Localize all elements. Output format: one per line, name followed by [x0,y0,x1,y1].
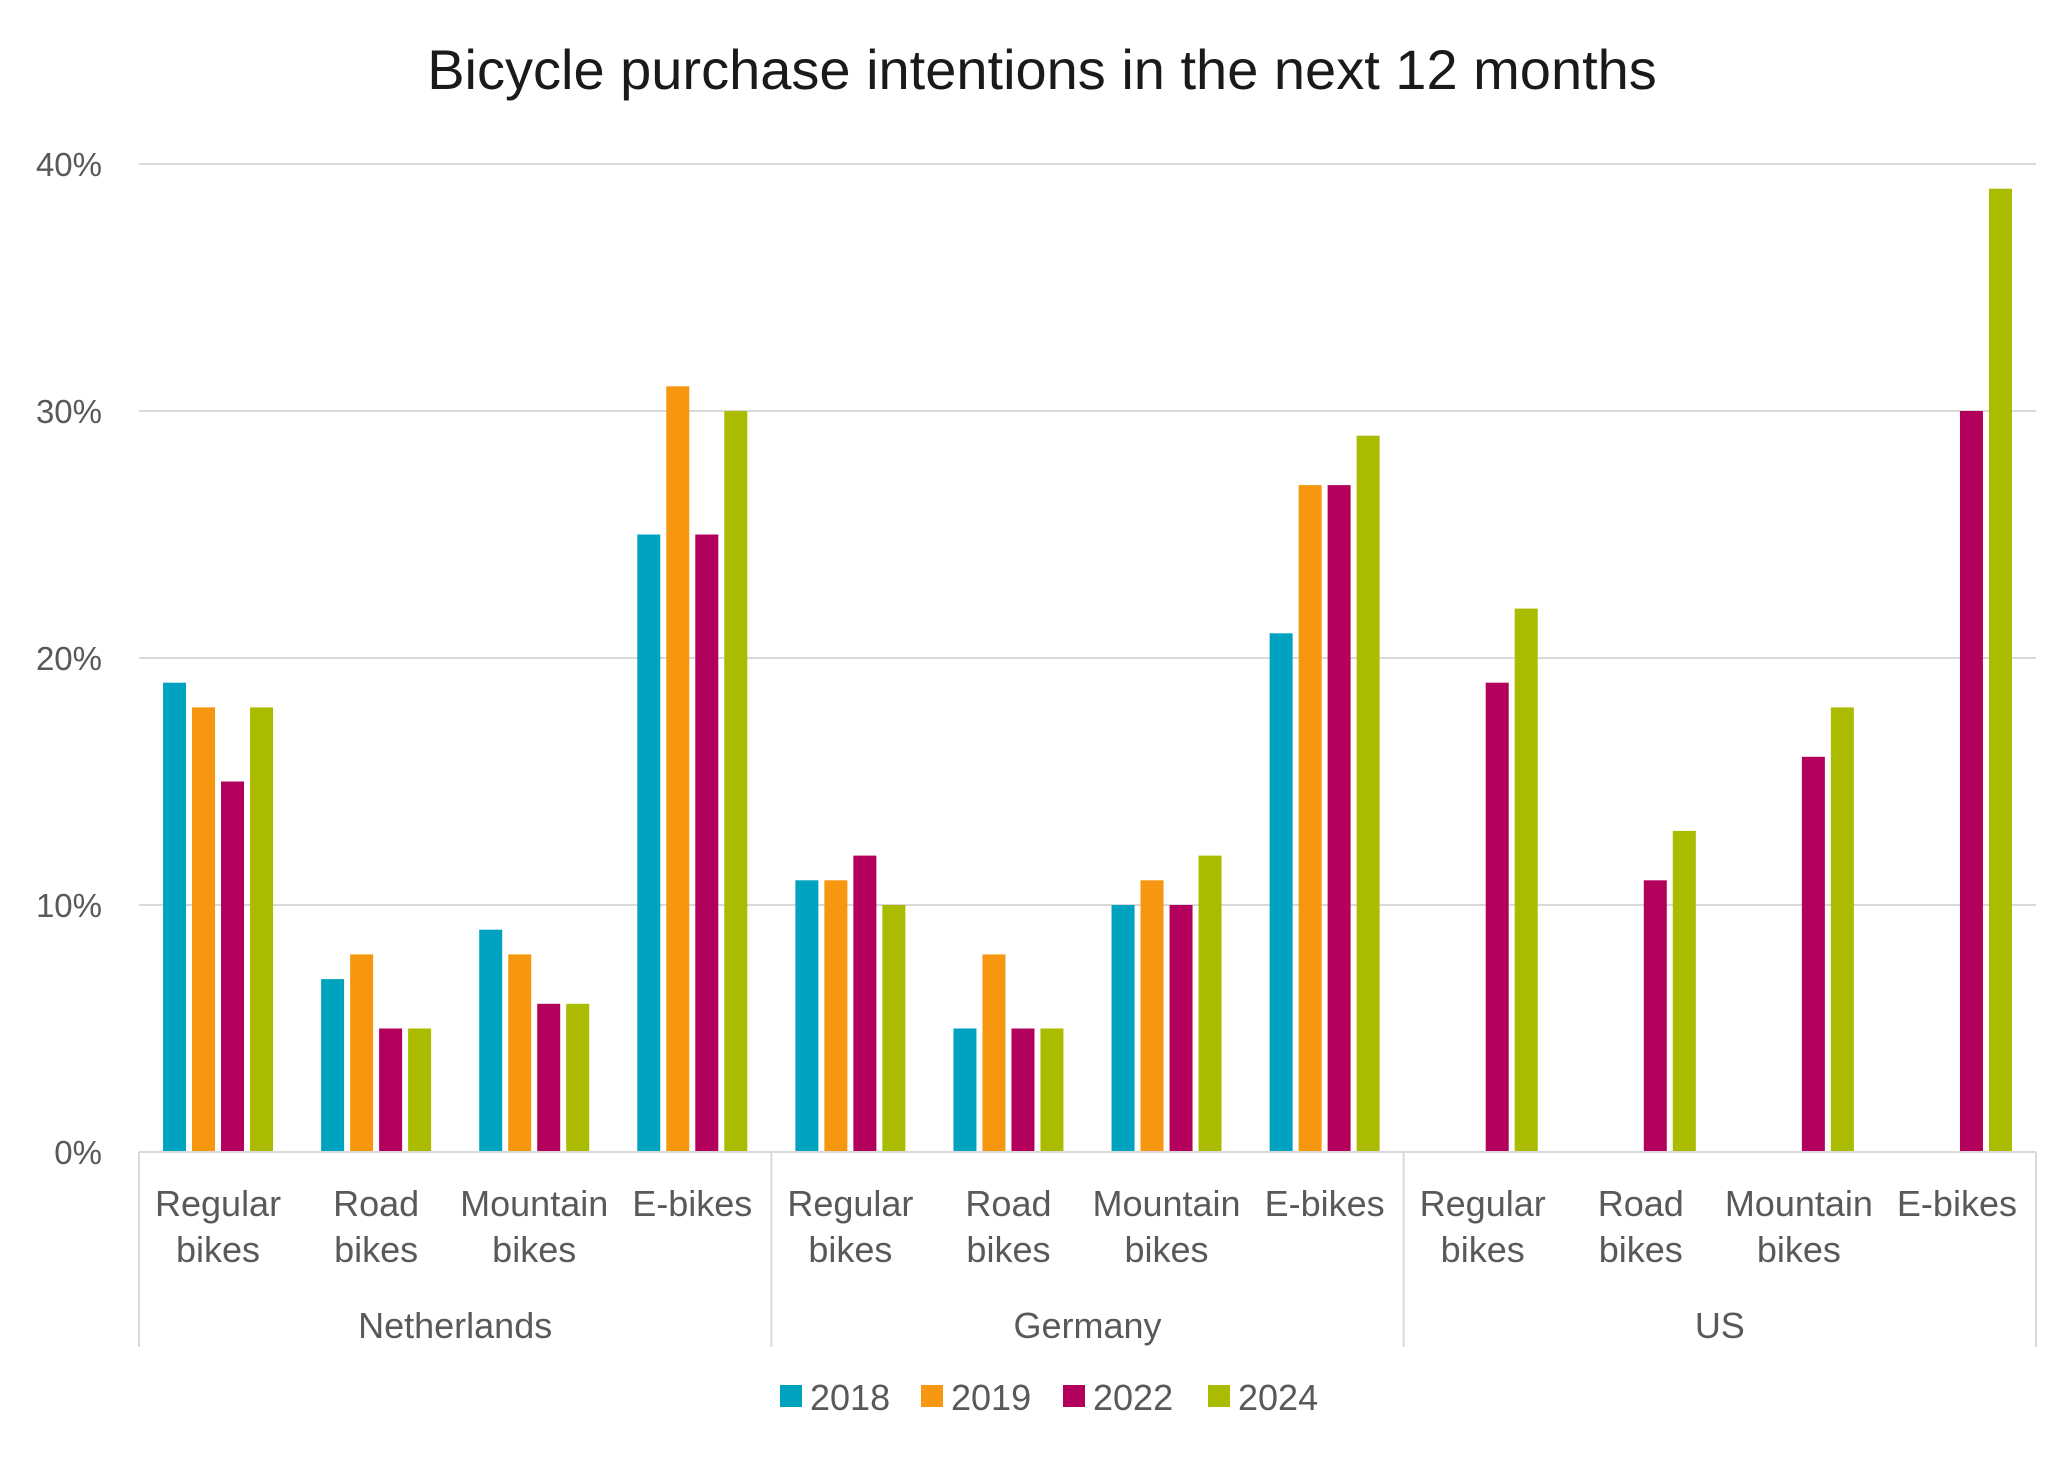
category-label: bikes [1441,1229,1525,1270]
bar-2024 [1040,1028,1064,1152]
bar-2018 [479,929,503,1152]
category-label: Mountain [1725,1183,1873,1224]
legend: 2018 2019 2022 2024 [780,1377,1318,1418]
bar-2019 [824,880,848,1152]
bar-2024 [408,1028,432,1152]
category-label: E-bikes [1897,1183,2017,1224]
bar-2018 [795,880,819,1152]
bar-2022 [695,534,719,1152]
category-label: E-bikes [632,1183,752,1224]
bar-2022 [1169,905,1193,1152]
bar-2022 [1485,682,1509,1152]
bar-2022 [1643,880,1667,1152]
category-label: Road [965,1183,1051,1224]
bar-2018 [1269,633,1293,1152]
chart-title: Bicycle purchase intentions in the next … [427,38,1657,101]
bars [163,188,2012,1153]
bar-2024 [1514,608,1538,1152]
y-tick-label: 20% [36,640,102,677]
bar-2018 [163,682,187,1152]
bar-2022 [1801,756,1825,1152]
bar-2024 [724,411,748,1152]
bar-2022 [1327,485,1351,1153]
y-tick-label: 0% [54,1134,102,1171]
legend-label: 2018 [810,1377,890,1418]
bar-2024 [1672,830,1696,1152]
bar-2024 [1988,188,2012,1152]
bar-2022 [1959,411,1983,1152]
y-tick-label: 30% [36,393,102,430]
legend-swatch-2018 [780,1385,802,1407]
bar-2024 [882,905,906,1152]
bar-2022 [379,1028,403,1152]
bar-2024 [566,1003,590,1152]
axis-labels: 0% 10% 20% 30% 40% Regular bikes Road bikes Mount… [36,146,2017,1346]
category-label: Regular [155,1183,281,1224]
category-label: bikes [176,1229,260,1270]
category-label: Mountain [460,1183,608,1224]
legend-swatch-2024 [1208,1385,1230,1407]
bar-2022 [1011,1028,1035,1152]
category-label: E-bikes [1265,1183,1385,1224]
bar-2019 [192,707,216,1152]
bar-2019 [1298,485,1322,1153]
bar-2022 [853,855,877,1152]
category-label: bikes [334,1229,418,1270]
category-label: bikes [1757,1229,1841,1270]
gridlines [139,163,2036,906]
bar-2024 [1830,707,1854,1152]
y-tick-label: 40% [36,146,102,183]
bar-2024 [1198,855,1222,1152]
category-label: bikes [492,1229,576,1270]
category-label: bikes [1125,1229,1209,1270]
category-label: bikes [966,1229,1050,1270]
bar-2018 [953,1028,977,1152]
group-label: Netherlands [358,1305,552,1346]
bar-2019 [350,954,374,1152]
category-label: Road [333,1183,419,1224]
bar-2018 [1111,905,1135,1152]
group-label: Germany [1013,1305,1161,1346]
category-label: Regular [1420,1183,1546,1224]
legend-swatch-2022 [1063,1385,1085,1407]
bar-2024 [250,707,274,1152]
category-label: bikes [1599,1229,1683,1270]
bar-2019 [982,954,1006,1152]
legend-label: 2024 [1238,1377,1318,1418]
bar-2018 [637,534,661,1152]
category-label: Road [1598,1183,1684,1224]
bar-2019 [666,386,690,1152]
x-axis [138,1151,2037,1347]
bar-2022 [537,1003,561,1152]
legend-label: 2019 [951,1377,1031,1418]
bar-2024 [1356,435,1380,1152]
legend-label: 2022 [1093,1377,1173,1418]
category-label: Mountain [1092,1183,1240,1224]
bar-2019 [1140,880,1164,1152]
legend-swatch-2019 [921,1385,943,1407]
category-label: bikes [808,1229,892,1270]
y-tick-label: 10% [36,887,102,924]
bar-2019 [508,954,532,1152]
bar-2022 [221,781,245,1152]
category-label: Regular [787,1183,913,1224]
group-label: US [1695,1305,1745,1346]
bar-2018 [321,979,345,1152]
